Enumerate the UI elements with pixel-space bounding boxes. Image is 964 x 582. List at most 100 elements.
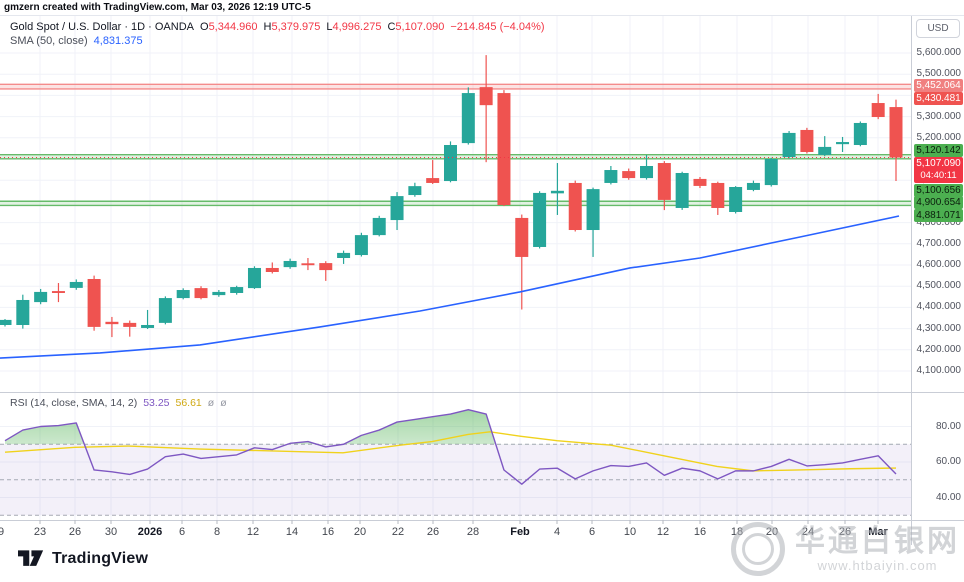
candle-up — [0, 319, 12, 325]
tradingview-logo[interactable]: TradingView — [18, 549, 148, 569]
price-axis-label: 5,200.000 — [916, 131, 962, 143]
time-axis-label: Feb — [510, 526, 530, 538]
attribution-note: gmzern created with TradingView.com, Mar… — [0, 0, 964, 15]
price-axis-label: 4,800.000 — [916, 216, 962, 228]
time-axis-label: 14 — [285, 526, 299, 538]
candle-down — [194, 288, 208, 299]
time-axis-label: 28 — [466, 526, 480, 538]
time-axis-label: 4 — [553, 526, 561, 538]
candle-up — [818, 146, 832, 155]
rsi-overbought-fill — [5, 409, 896, 445]
candle-down — [123, 322, 137, 327]
candle-up — [444, 145, 457, 182]
ohlc-value: 5,344.960 — [208, 21, 258, 33]
ohlc-key: C — [387, 21, 396, 33]
rsi-axis-label: 40.00 — [935, 491, 961, 503]
candle-down — [479, 87, 493, 106]
price-axis-label: 4,200.000 — [916, 343, 962, 355]
price-axis-label: 4,400.000 — [916, 301, 962, 313]
price-axis-label: 4,300.000 — [916, 322, 962, 334]
price-axis-label: 5,300.000 — [916, 110, 962, 122]
candle-up — [141, 324, 155, 328]
price-axis-label: 4,600.000 — [916, 259, 962, 270]
candle-down — [657, 163, 671, 200]
candle-up — [729, 186, 743, 212]
candle-up — [34, 291, 48, 303]
price-badge: 5,120.142 — [914, 143, 963, 157]
time-axis-label: 9 — [0, 526, 5, 538]
candle-down — [693, 178, 707, 186]
candle-up — [247, 267, 261, 289]
candle-down — [711, 182, 725, 208]
rsi-axis-label: 60.00 — [935, 456, 961, 467]
rsi-ma-value: 56.61 — [175, 397, 202, 409]
candle-up — [533, 192, 547, 247]
price-badge: 4,900.654 — [914, 195, 963, 209]
rsi-label: RSI (14, close, SMA, 14, 2) — [10, 397, 138, 409]
rsi-axis-label: 80.00 — [935, 420, 961, 432]
candle-down — [871, 103, 885, 118]
candle-down — [51, 291, 65, 293]
sma-value: 4,831.375 — [93, 35, 143, 47]
candle-up — [390, 196, 404, 221]
time-axis-label: 26 — [426, 526, 440, 538]
candle-down — [889, 107, 903, 158]
price-badge: 5,100.656 — [914, 183, 963, 197]
time-axis-label: 30 — [104, 526, 118, 538]
candle-up — [337, 252, 351, 259]
candle-down — [568, 182, 582, 231]
symbol-legend-row[interactable]: Gold Spot / U.S. Dollar · 1D · OANDA O5,3… — [10, 20, 545, 34]
ohlc-key: O — [200, 21, 209, 33]
price-badge: 5,430.481 — [914, 91, 963, 105]
price-axis-label: 5,500.000 — [916, 68, 962, 80]
candle-up — [836, 142, 850, 145]
candle-up — [158, 298, 172, 323]
sma-label: SMA (50, close) — [10, 35, 88, 47]
candle-down — [105, 321, 119, 325]
time-axis-label: 26 — [68, 526, 82, 538]
time-axis-label: 22 — [391, 526, 405, 538]
rsi-legend-row[interactable]: RSI (14, close, SMA, 14, 2) 53.25 56.61 ø ø — [10, 397, 227, 409]
ohlc-value: 5,379.975 — [271, 21, 321, 33]
change-value: −214.845 (−4.04%) — [450, 21, 545, 33]
ohlc-key: H — [263, 21, 272, 33]
tradingview-logo-icon — [18, 550, 44, 566]
candle-up — [675, 172, 689, 208]
zone-resistance — [0, 84, 911, 89]
countdown-timer: 04:40:11 — [920, 170, 957, 181]
time-axis-label: 12 — [246, 526, 260, 538]
price-badge: 5,452.064 — [914, 78, 963, 92]
candle-down — [622, 171, 636, 179]
currency-toggle-button[interactable]: USD — [916, 19, 960, 38]
empty-set-icon: ø — [220, 397, 227, 409]
tradingview-logo-text: TradingView — [52, 550, 149, 567]
symbol-title: Gold Spot / U.S. Dollar · 1D · OANDA — [10, 21, 194, 33]
candle-up — [461, 93, 475, 144]
price-axis-label: 4,100.000 — [916, 365, 962, 376]
candle-up — [782, 132, 796, 158]
candle-down — [800, 129, 814, 153]
candle-up — [69, 281, 83, 288]
candle-up — [853, 122, 867, 146]
time-axis-label: 6 — [178, 526, 186, 538]
time-axis-label: 8 — [213, 526, 221, 538]
price-axis-label: 4,500.000 — [916, 280, 962, 292]
price-axis-label: 4,700.000 — [916, 237, 962, 249]
time-axis[interactable]: 9 23 26 30 2026 6 8 12 14 16 20 22 26 28 Feb 4 6 10 12 16 18… — [0, 520, 964, 546]
time-axis-label: 24 — [801, 526, 815, 538]
candle-up — [176, 290, 190, 299]
ohlc-values: O5,344.960 H5,379.975 L4,996.275 C5,107.090 — [194, 21, 444, 33]
ohlc-key: L — [326, 21, 333, 33]
ohlc-value: 5,107.090 — [395, 21, 445, 33]
main-legend[interactable]: Gold Spot / U.S. Dollar · 1D · OANDA O5,3… — [10, 20, 545, 48]
candle-down — [497, 93, 511, 206]
price-badge: 4,881.071 — [914, 208, 963, 222]
time-axis-label: 12 — [656, 526, 670, 538]
candle-up — [408, 186, 422, 196]
price-axis[interactable]: USD 5,600.0005,500.0005,400.0005,300.000… — [912, 15, 964, 545]
candle-up — [230, 287, 244, 293]
candle-up — [372, 217, 386, 236]
candle-up — [550, 190, 564, 194]
sma-legend-row[interactable]: SMA (50, close) 4,831.375 — [10, 34, 545, 48]
